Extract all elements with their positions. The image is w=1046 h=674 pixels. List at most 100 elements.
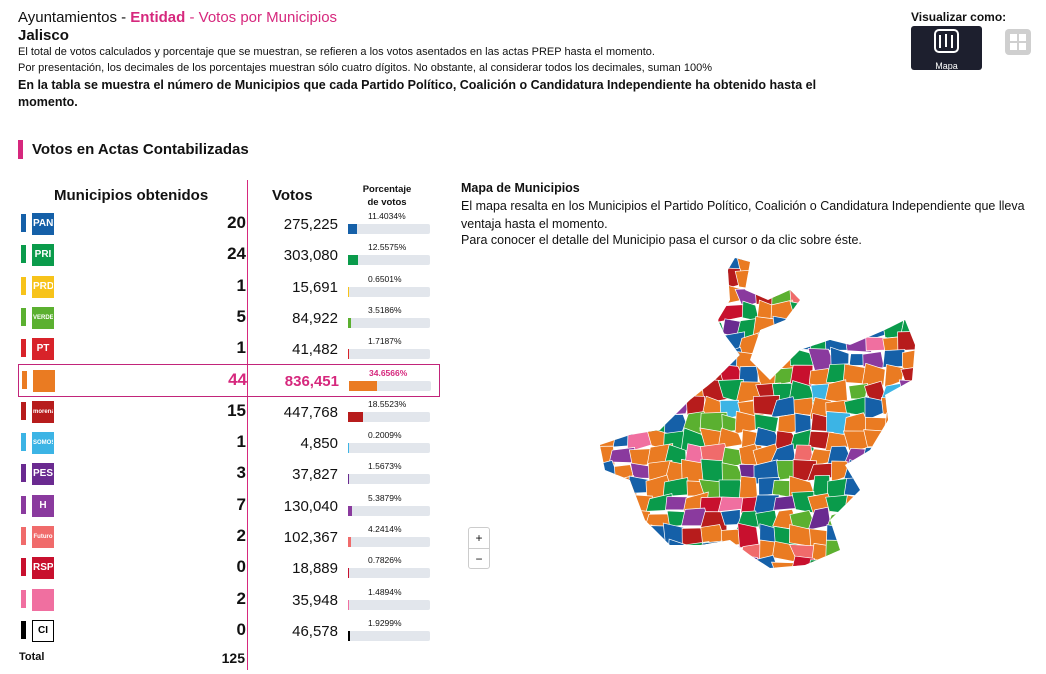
municipality[interactable] (665, 496, 690, 511)
municipality[interactable] (755, 364, 780, 389)
municipality[interactable] (899, 492, 923, 515)
municipality[interactable] (917, 364, 938, 385)
municipality[interactable] (807, 559, 832, 580)
municipality[interactable] (845, 555, 867, 579)
municipality[interactable] (717, 304, 748, 323)
municipality[interactable] (649, 525, 672, 548)
municipality[interactable] (645, 493, 675, 512)
municipality[interactable] (738, 443, 764, 469)
municipality[interactable] (920, 268, 942, 291)
municipality[interactable] (759, 539, 779, 560)
municipality[interactable] (827, 317, 852, 341)
municipality[interactable] (897, 459, 922, 478)
municipality[interactable] (792, 444, 814, 467)
municipality[interactable] (737, 555, 763, 574)
municipality[interactable] (831, 460, 849, 483)
municipality[interactable] (647, 459, 673, 484)
municipality[interactable] (916, 255, 944, 277)
municipality[interactable] (700, 269, 724, 290)
municipality[interactable] (772, 315, 798, 341)
municipality[interactable] (842, 507, 870, 529)
municipality[interactable] (771, 540, 797, 563)
municipality[interactable] (718, 479, 747, 501)
municipality[interactable] (844, 544, 874, 564)
municipality[interactable] (788, 380, 817, 404)
municipality[interactable] (684, 443, 712, 467)
municipality[interactable] (721, 542, 743, 558)
municipality[interactable] (825, 539, 853, 563)
municipality[interactable] (898, 555, 925, 577)
municipality[interactable] (737, 522, 760, 549)
municipality[interactable] (628, 363, 654, 384)
municipality[interactable] (791, 491, 815, 514)
municipality[interactable] (681, 458, 709, 485)
municipality[interactable] (665, 268, 692, 291)
municipality[interactable] (698, 479, 729, 500)
municipality[interactable] (609, 319, 634, 338)
municipality[interactable] (865, 336, 892, 352)
municipality[interactable] (807, 335, 834, 357)
municipality[interactable] (627, 300, 651, 320)
municipality[interactable] (771, 561, 798, 577)
municipality[interactable] (612, 475, 638, 496)
municipality[interactable] (681, 268, 711, 289)
municipality[interactable] (628, 333, 657, 356)
municipality[interactable] (594, 332, 619, 357)
municipality[interactable] (770, 254, 797, 277)
municipality[interactable] (717, 267, 743, 292)
municipality[interactable] (594, 270, 621, 291)
municipality[interactable] (843, 523, 872, 547)
municipality[interactable] (698, 511, 728, 533)
municipality[interactable] (738, 463, 762, 479)
municipality[interactable] (720, 509, 741, 526)
municipality[interactable] (752, 394, 781, 417)
municipality[interactable] (630, 494, 653, 513)
municipality[interactable] (771, 287, 797, 306)
municipality[interactable] (752, 253, 779, 274)
municipality[interactable] (720, 528, 746, 547)
municipality[interactable] (916, 381, 941, 400)
municipality[interactable] (829, 267, 851, 293)
municipality[interactable] (700, 524, 728, 548)
municipality[interactable] (664, 556, 691, 580)
municipality[interactable] (901, 348, 920, 372)
municipality[interactable] (844, 494, 871, 515)
municipality[interactable] (861, 542, 889, 563)
municipality[interactable] (628, 448, 655, 467)
municipality[interactable] (861, 362, 886, 387)
municipality[interactable] (794, 271, 813, 291)
municipality[interactable] (863, 429, 892, 448)
municipality[interactable] (884, 508, 908, 530)
municipality[interactable] (863, 380, 888, 402)
municipality[interactable] (666, 367, 687, 385)
municipality[interactable] (645, 474, 675, 500)
municipality[interactable] (664, 318, 688, 338)
municipality[interactable] (610, 559, 638, 579)
municipality[interactable] (897, 331, 926, 352)
municipality[interactable] (734, 288, 764, 308)
municipality[interactable] (916, 353, 940, 369)
municipality[interactable] (626, 541, 652, 563)
municipality[interactable] (723, 331, 746, 356)
municipality[interactable] (772, 509, 800, 531)
municipality[interactable] (736, 257, 765, 276)
municipality[interactable] (918, 510, 944, 530)
municipality[interactable] (591, 544, 622, 561)
municipality[interactable] (900, 315, 924, 334)
municipality[interactable] (827, 559, 855, 579)
municipality[interactable] (664, 461, 692, 482)
municipality[interactable] (759, 523, 781, 546)
municipality[interactable] (807, 318, 836, 341)
municipality[interactable] (920, 459, 941, 481)
municipality[interactable] (613, 362, 637, 386)
municipality[interactable] (663, 383, 693, 404)
municipality[interactable] (861, 492, 890, 515)
municipality[interactable] (735, 351, 759, 373)
municipality[interactable] (863, 271, 888, 287)
municipality[interactable] (752, 316, 783, 341)
municipality[interactable] (734, 269, 760, 291)
municipality[interactable] (789, 429, 815, 452)
municipality[interactable] (882, 349, 906, 368)
municipality[interactable] (789, 282, 820, 306)
municipality[interactable] (880, 397, 906, 417)
